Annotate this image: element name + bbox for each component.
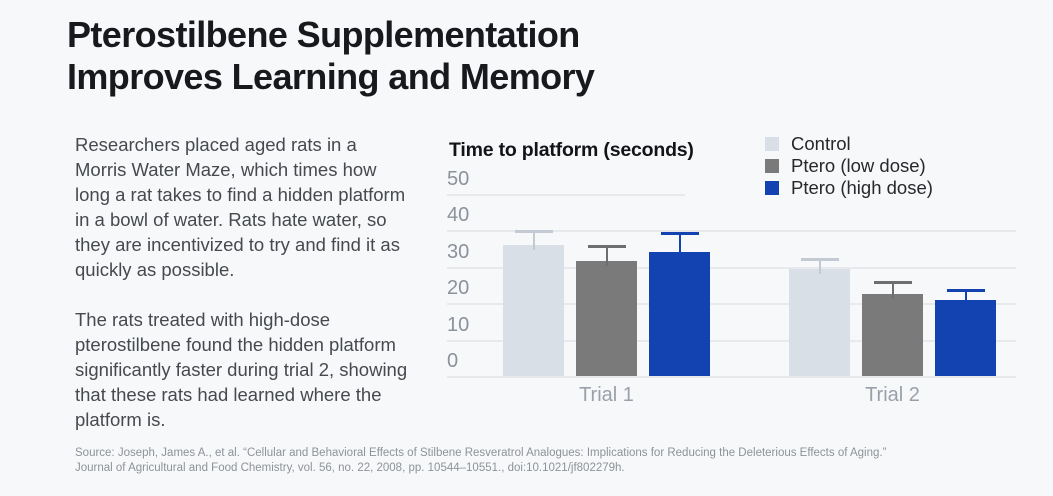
legend-swatch-ptero-high bbox=[765, 180, 779, 195]
error-bar-cap bbox=[946, 288, 985, 292]
gridline-y0 bbox=[447, 376, 1016, 378]
legend-label: Control bbox=[791, 133, 851, 154]
bar-ptero-low-dose-trial-1 bbox=[576, 261, 637, 376]
error-bar-stem bbox=[818, 257, 821, 274]
error-bar-cap bbox=[800, 257, 839, 261]
gridline-y20 bbox=[447, 303, 1016, 306]
category-label-trial-2: Trial 2 bbox=[865, 384, 920, 406]
legend-item-ptero-high: Ptero (high dose) bbox=[765, 177, 933, 198]
y-axis-tick-label: 20 bbox=[447, 277, 470, 300]
error-bar-cap bbox=[873, 281, 912, 285]
legend-item-control: Control bbox=[765, 133, 933, 154]
bar-chart-plot-area: 50 40 30 20 10 0 Trial 1 Trial 2 bbox=[447, 168, 1016, 406]
bar-ptero-high-dose-trial-2 bbox=[935, 299, 996, 376]
y-axis-tick-label: 30 bbox=[447, 240, 470, 263]
y-axis-tick-label: 40 bbox=[447, 204, 470, 227]
category-label-trial-1: Trial 1 bbox=[579, 384, 634, 406]
legend-item-ptero-low: Ptero (low dose) bbox=[765, 155, 933, 176]
error-bar-stem bbox=[532, 230, 535, 250]
y-axis-tick-label: 50 bbox=[447, 168, 470, 190]
y-axis-tick-label: 10 bbox=[447, 313, 470, 336]
legend-swatch-ptero-low bbox=[765, 158, 779, 173]
source-citation: Source: Joseph, James A., et al. “Cellul… bbox=[75, 446, 1005, 475]
chart-title: Time to platform (seconds) bbox=[449, 139, 694, 161]
source-line-1: Source: Joseph, James A., et al. “Cellul… bbox=[75, 447, 887, 459]
bar-ptero-low-dose-trial-2 bbox=[862, 294, 923, 376]
error-bar-cap bbox=[660, 232, 699, 236]
intro-paragraph-2: The rats treated with high-dose pterosti… bbox=[75, 309, 408, 430]
error-bar-stem bbox=[678, 232, 681, 258]
y-axis-tick-label: 0 bbox=[447, 350, 459, 372]
gridline-y40 bbox=[447, 230, 1016, 233]
error-bar-stem bbox=[605, 244, 608, 267]
page-title: Pterostilbene Supplementation Improves L… bbox=[67, 14, 595, 98]
bar-control-trial-2 bbox=[789, 268, 850, 376]
gridline-y30 bbox=[447, 266, 1016, 269]
error-bar-stem bbox=[964, 288, 967, 305]
gridline-y10 bbox=[447, 339, 1016, 342]
error-bar-cap bbox=[587, 244, 626, 248]
source-line-2: Journal of Agricultural and Food Chemist… bbox=[75, 461, 625, 474]
legend-label: Ptero (high dose) bbox=[791, 177, 933, 198]
intro-text: Researchers placed aged rats in a Morris… bbox=[75, 132, 409, 457]
error-bar-stem bbox=[891, 281, 894, 300]
legend-swatch-control bbox=[765, 136, 779, 151]
legend-label: Ptero (low dose) bbox=[791, 155, 926, 176]
bar-ptero-high-dose-trial-1 bbox=[649, 252, 710, 376]
bar-control-trial-1 bbox=[503, 244, 564, 376]
gridline-y50 bbox=[447, 194, 685, 196]
error-bar-cap bbox=[514, 230, 553, 234]
intro-paragraph-1: Researchers placed aged rats in a Morris… bbox=[75, 134, 406, 280]
chart-legend: Control Ptero (low dose) Ptero (high dos… bbox=[765, 133, 933, 198]
